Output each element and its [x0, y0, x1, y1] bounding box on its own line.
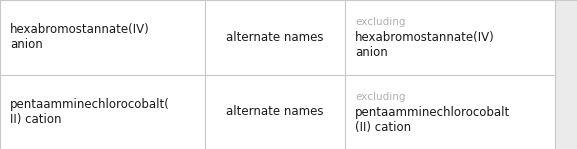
Text: excluding: excluding: [355, 92, 406, 102]
Bar: [0, 0, 205, 74]
Text: alternate names: alternate names: [226, 31, 324, 44]
Text: alternate names: alternate names: [226, 105, 324, 118]
Text: excluding: excluding: [355, 17, 406, 28]
Bar: [345, 0, 555, 74]
Text: hexabromostannate(IV)
anion: hexabromostannate(IV) anion: [355, 31, 494, 59]
Bar: [205, 0, 345, 74]
Bar: [0, 74, 205, 149]
Text: pentaamminechlorocobalt
(II) cation: pentaamminechlorocobalt (II) cation: [355, 106, 510, 134]
Text: pentaamminechlorocobalt(
II) cation: pentaamminechlorocobalt( II) cation: [10, 98, 170, 126]
Text: hexabromostannate(IV)
anion: hexabromostannate(IV) anion: [10, 23, 150, 51]
Bar: [345, 74, 555, 149]
Bar: [205, 74, 345, 149]
